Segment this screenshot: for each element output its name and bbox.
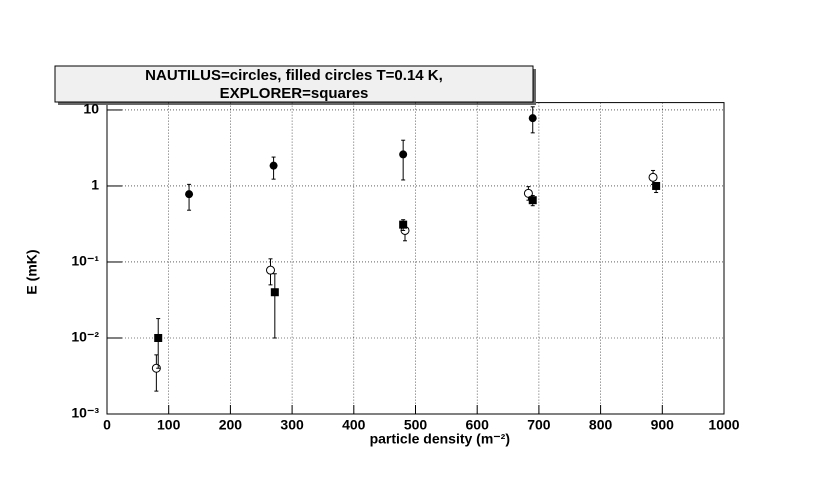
point bbox=[648, 172, 658, 182]
y-tick-label: 10 bbox=[83, 101, 99, 117]
y-axis-label: E (mK) bbox=[24, 249, 40, 294]
x-tick-label: 0 bbox=[103, 417, 111, 433]
title-box bbox=[54, 65, 534, 103]
y-tick-label: 10⁻³ bbox=[71, 405, 99, 421]
point bbox=[652, 181, 661, 190]
x-tick-label: 300 bbox=[280, 417, 304, 433]
y-tick-label: 10⁻¹ bbox=[71, 253, 99, 269]
point bbox=[528, 196, 537, 205]
title-line: EXPLORER=squares bbox=[220, 85, 369, 102]
point bbox=[269, 161, 278, 170]
point bbox=[399, 150, 408, 159]
point bbox=[266, 265, 276, 275]
point bbox=[154, 333, 163, 342]
x-tick-label: 200 bbox=[219, 417, 243, 433]
point bbox=[523, 188, 533, 198]
x-tick-label: 600 bbox=[466, 417, 490, 433]
point bbox=[528, 114, 537, 123]
point bbox=[270, 288, 279, 297]
x-tick-label: 500 bbox=[404, 417, 428, 433]
y-tick-label: 10⁻² bbox=[71, 329, 99, 345]
x-tick-label: 700 bbox=[527, 417, 551, 433]
point bbox=[399, 220, 408, 229]
x-tick-label: 1000 bbox=[708, 417, 739, 433]
x-tick-label: 900 bbox=[651, 417, 675, 433]
x-tick-label: 400 bbox=[342, 417, 366, 433]
title-line: NAUTILUS=circles, filled circles T=0.14 … bbox=[145, 67, 443, 84]
x-tick-label: 100 bbox=[157, 417, 181, 433]
y-tick-label: 1 bbox=[91, 177, 99, 193]
x-axis-label: particle density (m⁻²) bbox=[370, 431, 510, 447]
x-tick-label: 800 bbox=[589, 417, 613, 433]
point bbox=[185, 190, 194, 199]
